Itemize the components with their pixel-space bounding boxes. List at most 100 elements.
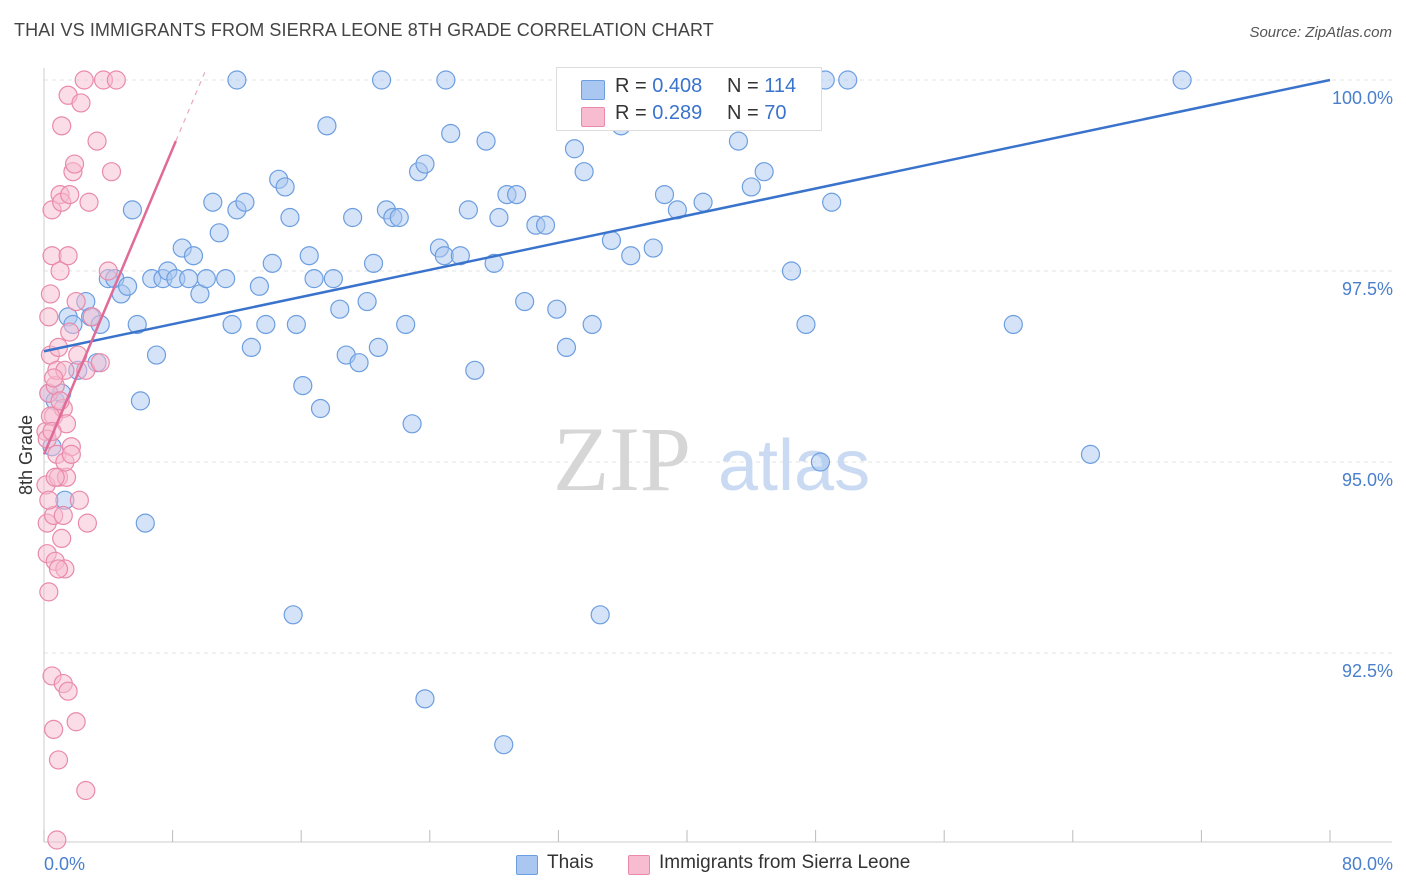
trend-line-extension-1 xyxy=(175,72,206,142)
y-tick-labels: 92.5% 95.0% 97.5% 100.0% xyxy=(1332,88,1393,681)
data-point xyxy=(654,185,675,205)
data-point xyxy=(77,513,98,533)
data-point xyxy=(71,93,91,113)
legend-n-label: N = xyxy=(727,75,759,97)
chart-title: THAI VS IMMIGRANTS FROM SIERRA LEONE 8TH… xyxy=(14,20,714,40)
data-point xyxy=(330,299,350,319)
data-point xyxy=(415,689,435,709)
data-point xyxy=(1003,314,1023,335)
data-point xyxy=(402,414,422,434)
data-point xyxy=(66,712,86,732)
watermark-zip: ZIP xyxy=(553,408,691,510)
stats-legend: R = 0.408 N = 114 R = 0.289 N = 70 xyxy=(556,67,822,131)
legend-r-value: 0.408 xyxy=(652,75,703,97)
y-tick-label: 100.0% xyxy=(1332,88,1393,108)
data-point xyxy=(754,162,774,182)
data-point xyxy=(241,337,261,357)
watermark-atlas: atlas xyxy=(718,426,870,506)
data-point xyxy=(60,185,80,205)
data-point xyxy=(741,177,761,197)
data-point xyxy=(357,291,377,312)
data-point xyxy=(127,314,147,335)
data-point xyxy=(838,70,858,90)
data-point xyxy=(183,246,204,266)
data-point xyxy=(101,162,122,182)
data-point xyxy=(117,276,138,296)
data-point xyxy=(484,253,504,273)
legend-r-value: 0.289 xyxy=(652,102,703,124)
y-tick-label: 92.5% xyxy=(1342,661,1393,681)
data-point xyxy=(216,269,236,289)
series-legend: Thais Immigrants from Sierra Leone xyxy=(0,852,1406,878)
data-point xyxy=(1080,444,1101,464)
data-point xyxy=(590,605,610,625)
data-point xyxy=(60,322,80,342)
data-point xyxy=(368,337,388,357)
data-point xyxy=(547,299,567,319)
data-point xyxy=(235,192,255,212)
data-point xyxy=(249,276,270,296)
data-point xyxy=(621,246,641,266)
data-point xyxy=(69,490,89,510)
data-point xyxy=(52,528,72,549)
data-point xyxy=(574,162,594,182)
data-point xyxy=(465,360,485,380)
data-point xyxy=(582,314,602,335)
y-tick-label: 95.0% xyxy=(1342,470,1393,490)
data-point xyxy=(146,345,167,365)
data-point xyxy=(293,376,313,396)
y-axis-label: 8th Grade xyxy=(16,415,36,495)
data-point xyxy=(87,131,107,151)
data-point xyxy=(489,207,509,228)
data-point xyxy=(643,238,663,258)
legend-swatch-sierra-leone xyxy=(628,855,650,875)
legend-row-thais: R = 0.408 N = 114 xyxy=(557,75,821,103)
data-point xyxy=(58,681,78,701)
data-point xyxy=(61,444,81,464)
data-point xyxy=(179,269,199,289)
data-point xyxy=(52,116,72,136)
data-point xyxy=(222,314,242,335)
data-point xyxy=(564,139,585,159)
data-point xyxy=(286,314,306,335)
trend-lines xyxy=(42,72,1331,455)
data-point xyxy=(310,398,331,419)
x-tick-label-min: 0.0% xyxy=(44,854,85,874)
series-thais xyxy=(39,70,1192,755)
data-point xyxy=(781,261,802,281)
legend-swatch-thais xyxy=(516,855,538,875)
gridlines xyxy=(44,79,1392,654)
data-point xyxy=(90,353,110,373)
legend-row-sierra-leone: R = 0.289 N = 70 xyxy=(557,102,821,130)
legend-label-sierra-leone: Immigrants from Sierra Leone xyxy=(659,852,911,873)
data-point xyxy=(389,207,409,228)
data-point xyxy=(275,177,295,197)
data-point xyxy=(822,192,842,212)
data-point xyxy=(98,261,118,281)
data-point xyxy=(40,284,61,304)
data-point xyxy=(47,830,67,850)
data-point xyxy=(53,505,73,526)
data-point xyxy=(66,291,86,312)
data-point xyxy=(363,253,384,273)
data-point xyxy=(728,131,749,151)
data-point xyxy=(262,253,282,273)
data-point xyxy=(1172,70,1192,90)
data-point xyxy=(415,154,435,174)
y-tick-label: 97.5% xyxy=(1342,279,1393,299)
data-point xyxy=(48,750,69,770)
data-point xyxy=(507,185,527,205)
data-point xyxy=(135,513,155,533)
data-point xyxy=(436,70,456,90)
data-point xyxy=(283,605,303,625)
axes xyxy=(43,68,1392,843)
data-point xyxy=(317,116,337,136)
data-point xyxy=(476,131,496,151)
data-point xyxy=(494,735,514,755)
data-point xyxy=(371,70,392,90)
data-point xyxy=(396,314,416,335)
data-point xyxy=(441,123,461,144)
data-point xyxy=(50,261,70,281)
data-point xyxy=(450,246,470,266)
data-point xyxy=(796,314,816,335)
